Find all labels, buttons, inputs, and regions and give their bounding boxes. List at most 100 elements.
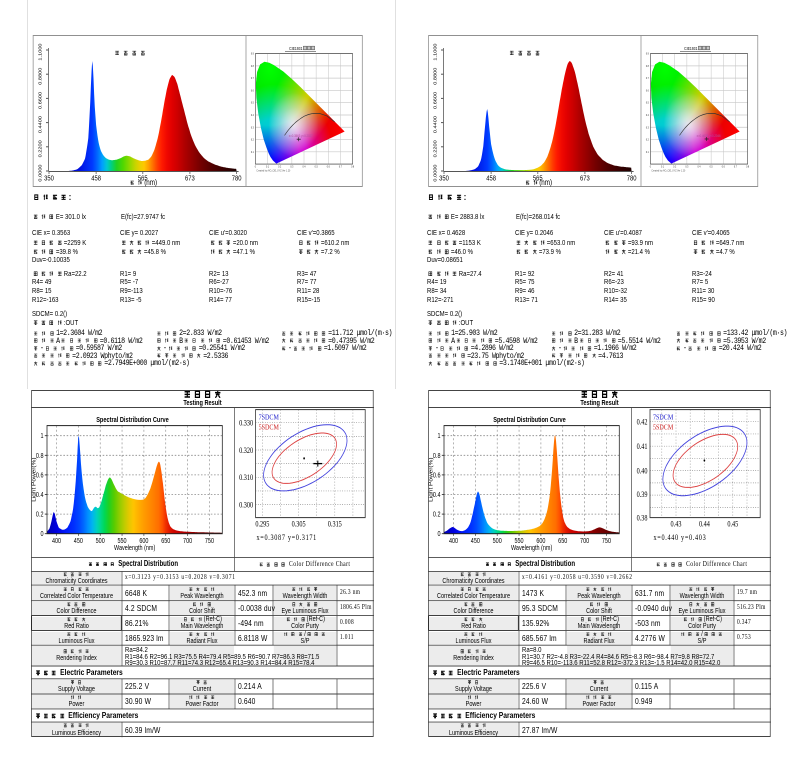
svg-text:0.39: 0.39 [637, 490, 648, 499]
svg-text:0.4: 0.4 [433, 491, 441, 499]
svg-text:0.300: 0.300 [239, 501, 253, 510]
svg-text:5SDCM: 5SDCM [653, 423, 673, 432]
svg-text:0.295: 0.295 [255, 520, 269, 529]
svg-text:x=0.4628 y=0.2046: x=0.4628 y=0.2046 [697, 133, 721, 137]
svg-text:0.41: 0.41 [637, 442, 648, 451]
svg-text:600: 600 [139, 538, 149, 546]
svg-text:0.2: 0.2 [646, 138, 650, 141]
svg-text:1: 1 [40, 433, 43, 441]
svg-text:0.4: 0.4 [646, 114, 650, 117]
svg-text:600: 600 [536, 538, 546, 546]
svg-text:700: 700 [580, 538, 590, 546]
svg-text:0.5: 0.5 [251, 101, 255, 104]
svg-text:0.9: 0.9 [251, 52, 255, 55]
svg-text:0.8: 0.8 [351, 165, 355, 168]
svg-text:0.6: 0.6 [646, 89, 650, 92]
svg-text:565: 565 [138, 175, 148, 183]
svg-text:458: 458 [91, 175, 101, 183]
svg-text:0.8800: 0.8800 [38, 67, 43, 84]
svg-text:0.8: 0.8 [746, 165, 750, 168]
svg-text:673: 673 [580, 175, 590, 183]
svg-text:0.7: 0.7 [339, 165, 343, 168]
svg-text:0.8800: 0.8800 [433, 67, 438, 84]
svg-text:750: 750 [205, 538, 215, 546]
svg-text:0.5: 0.5 [646, 101, 650, 104]
svg-text:0.7: 0.7 [646, 77, 650, 80]
svg-text:0.1: 0.1 [646, 151, 650, 154]
svg-text:550: 550 [514, 538, 524, 546]
svg-text:0.315: 0.315 [328, 520, 342, 529]
svg-text:0.5: 0.5 [315, 165, 319, 168]
svg-text:1.1000: 1.1000 [433, 43, 438, 60]
svg-text:1: 1 [437, 433, 440, 441]
svg-text:0: 0 [650, 165, 652, 168]
svg-text:565: 565 [533, 175, 543, 183]
svg-text:0.6600: 0.6600 [433, 92, 438, 109]
svg-text:0.3: 0.3 [685, 165, 689, 168]
svg-text:0.38: 0.38 [637, 514, 648, 523]
svg-text:0.7: 0.7 [734, 165, 738, 168]
svg-text:0.8: 0.8 [251, 65, 255, 68]
svg-text:0.305: 0.305 [292, 520, 306, 529]
svg-text:0.1: 0.1 [251, 151, 255, 154]
svg-text:0.8: 0.8 [36, 452, 44, 460]
svg-text:0.0000: 0.0000 [433, 164, 438, 181]
svg-text:650: 650 [161, 538, 171, 546]
svg-text:780: 780 [627, 175, 637, 183]
svg-text:0: 0 [255, 165, 257, 168]
svg-text:1.1000: 1.1000 [38, 43, 43, 60]
svg-text:7SDCM: 7SDCM [653, 413, 673, 422]
svg-text:0.8: 0.8 [433, 452, 441, 460]
svg-text:350: 350 [44, 175, 54, 183]
svg-text:Created by AIO_CIE_XYZ Ver 1.2: Created by AIO_CIE_XYZ Ver 1.20 [256, 169, 290, 172]
svg-text:0.5: 0.5 [710, 165, 714, 168]
svg-text:550: 550 [117, 538, 127, 546]
svg-text:0.2200: 0.2200 [38, 140, 43, 157]
svg-text:0.6: 0.6 [327, 165, 331, 168]
svg-text:7SDCM: 7SDCM [259, 413, 279, 422]
svg-text:0.42: 0.42 [637, 418, 648, 427]
svg-text:0.3: 0.3 [251, 126, 255, 129]
svg-text:0.2: 0.2 [433, 511, 441, 519]
svg-text:780: 780 [232, 175, 242, 183]
svg-text:750: 750 [602, 538, 612, 546]
svg-text:0.8: 0.8 [646, 65, 650, 68]
svg-text:0.43: 0.43 [671, 520, 682, 529]
svg-text:0.2: 0.2 [278, 165, 282, 168]
svg-text:0.40: 0.40 [637, 467, 648, 476]
svg-text:400: 400 [449, 538, 459, 546]
svg-text:500: 500 [493, 538, 503, 546]
svg-text:0.4400: 0.4400 [38, 116, 43, 133]
svg-text:0.0000: 0.0000 [38, 164, 43, 181]
svg-text:0.9: 0.9 [646, 52, 650, 55]
svg-text:500: 500 [96, 538, 106, 546]
svg-text:0.4: 0.4 [302, 165, 306, 168]
svg-text:0.6: 0.6 [433, 472, 441, 480]
svg-text:0.320: 0.320 [239, 446, 253, 455]
svg-text:CIE1931: CIE1931 [289, 46, 302, 52]
svg-text:0.7: 0.7 [251, 77, 255, 80]
svg-text:700: 700 [183, 538, 193, 546]
svg-text:350: 350 [439, 175, 449, 183]
svg-text:Light Power(%): Light Power(%) [429, 457, 434, 501]
svg-text:673: 673 [185, 175, 195, 183]
svg-text:0: 0 [437, 531, 440, 539]
svg-text:Wavelength (nm): Wavelength (nm) [114, 545, 155, 553]
svg-text:0.4400: 0.4400 [433, 116, 438, 133]
svg-text:0.1: 0.1 [266, 165, 270, 168]
svg-text:0: 0 [40, 531, 43, 539]
svg-text:Wavelength (nm): Wavelength (nm) [511, 545, 552, 553]
svg-text:650: 650 [558, 538, 568, 546]
svg-text:Created by AIO_CIE_XYZ Ver 1.2: Created by AIO_CIE_XYZ Ver 1.20 [651, 169, 685, 172]
svg-text:0.3: 0.3 [290, 165, 294, 168]
svg-text:CIE1931: CIE1931 [684, 46, 697, 52]
svg-text:0.330: 0.330 [239, 419, 253, 428]
svg-text:x=0.3563 y=0.2027: x=0.3563 y=0.2027 [289, 134, 313, 138]
svg-text:0.4: 0.4 [697, 165, 701, 168]
svg-text:5SDCM: 5SDCM [259, 423, 279, 432]
svg-text:0.2: 0.2 [673, 165, 677, 168]
svg-text:0.4: 0.4 [36, 491, 44, 499]
svg-text:450: 450 [471, 538, 481, 546]
svg-text:458: 458 [486, 175, 496, 183]
svg-text:400: 400 [52, 538, 62, 546]
